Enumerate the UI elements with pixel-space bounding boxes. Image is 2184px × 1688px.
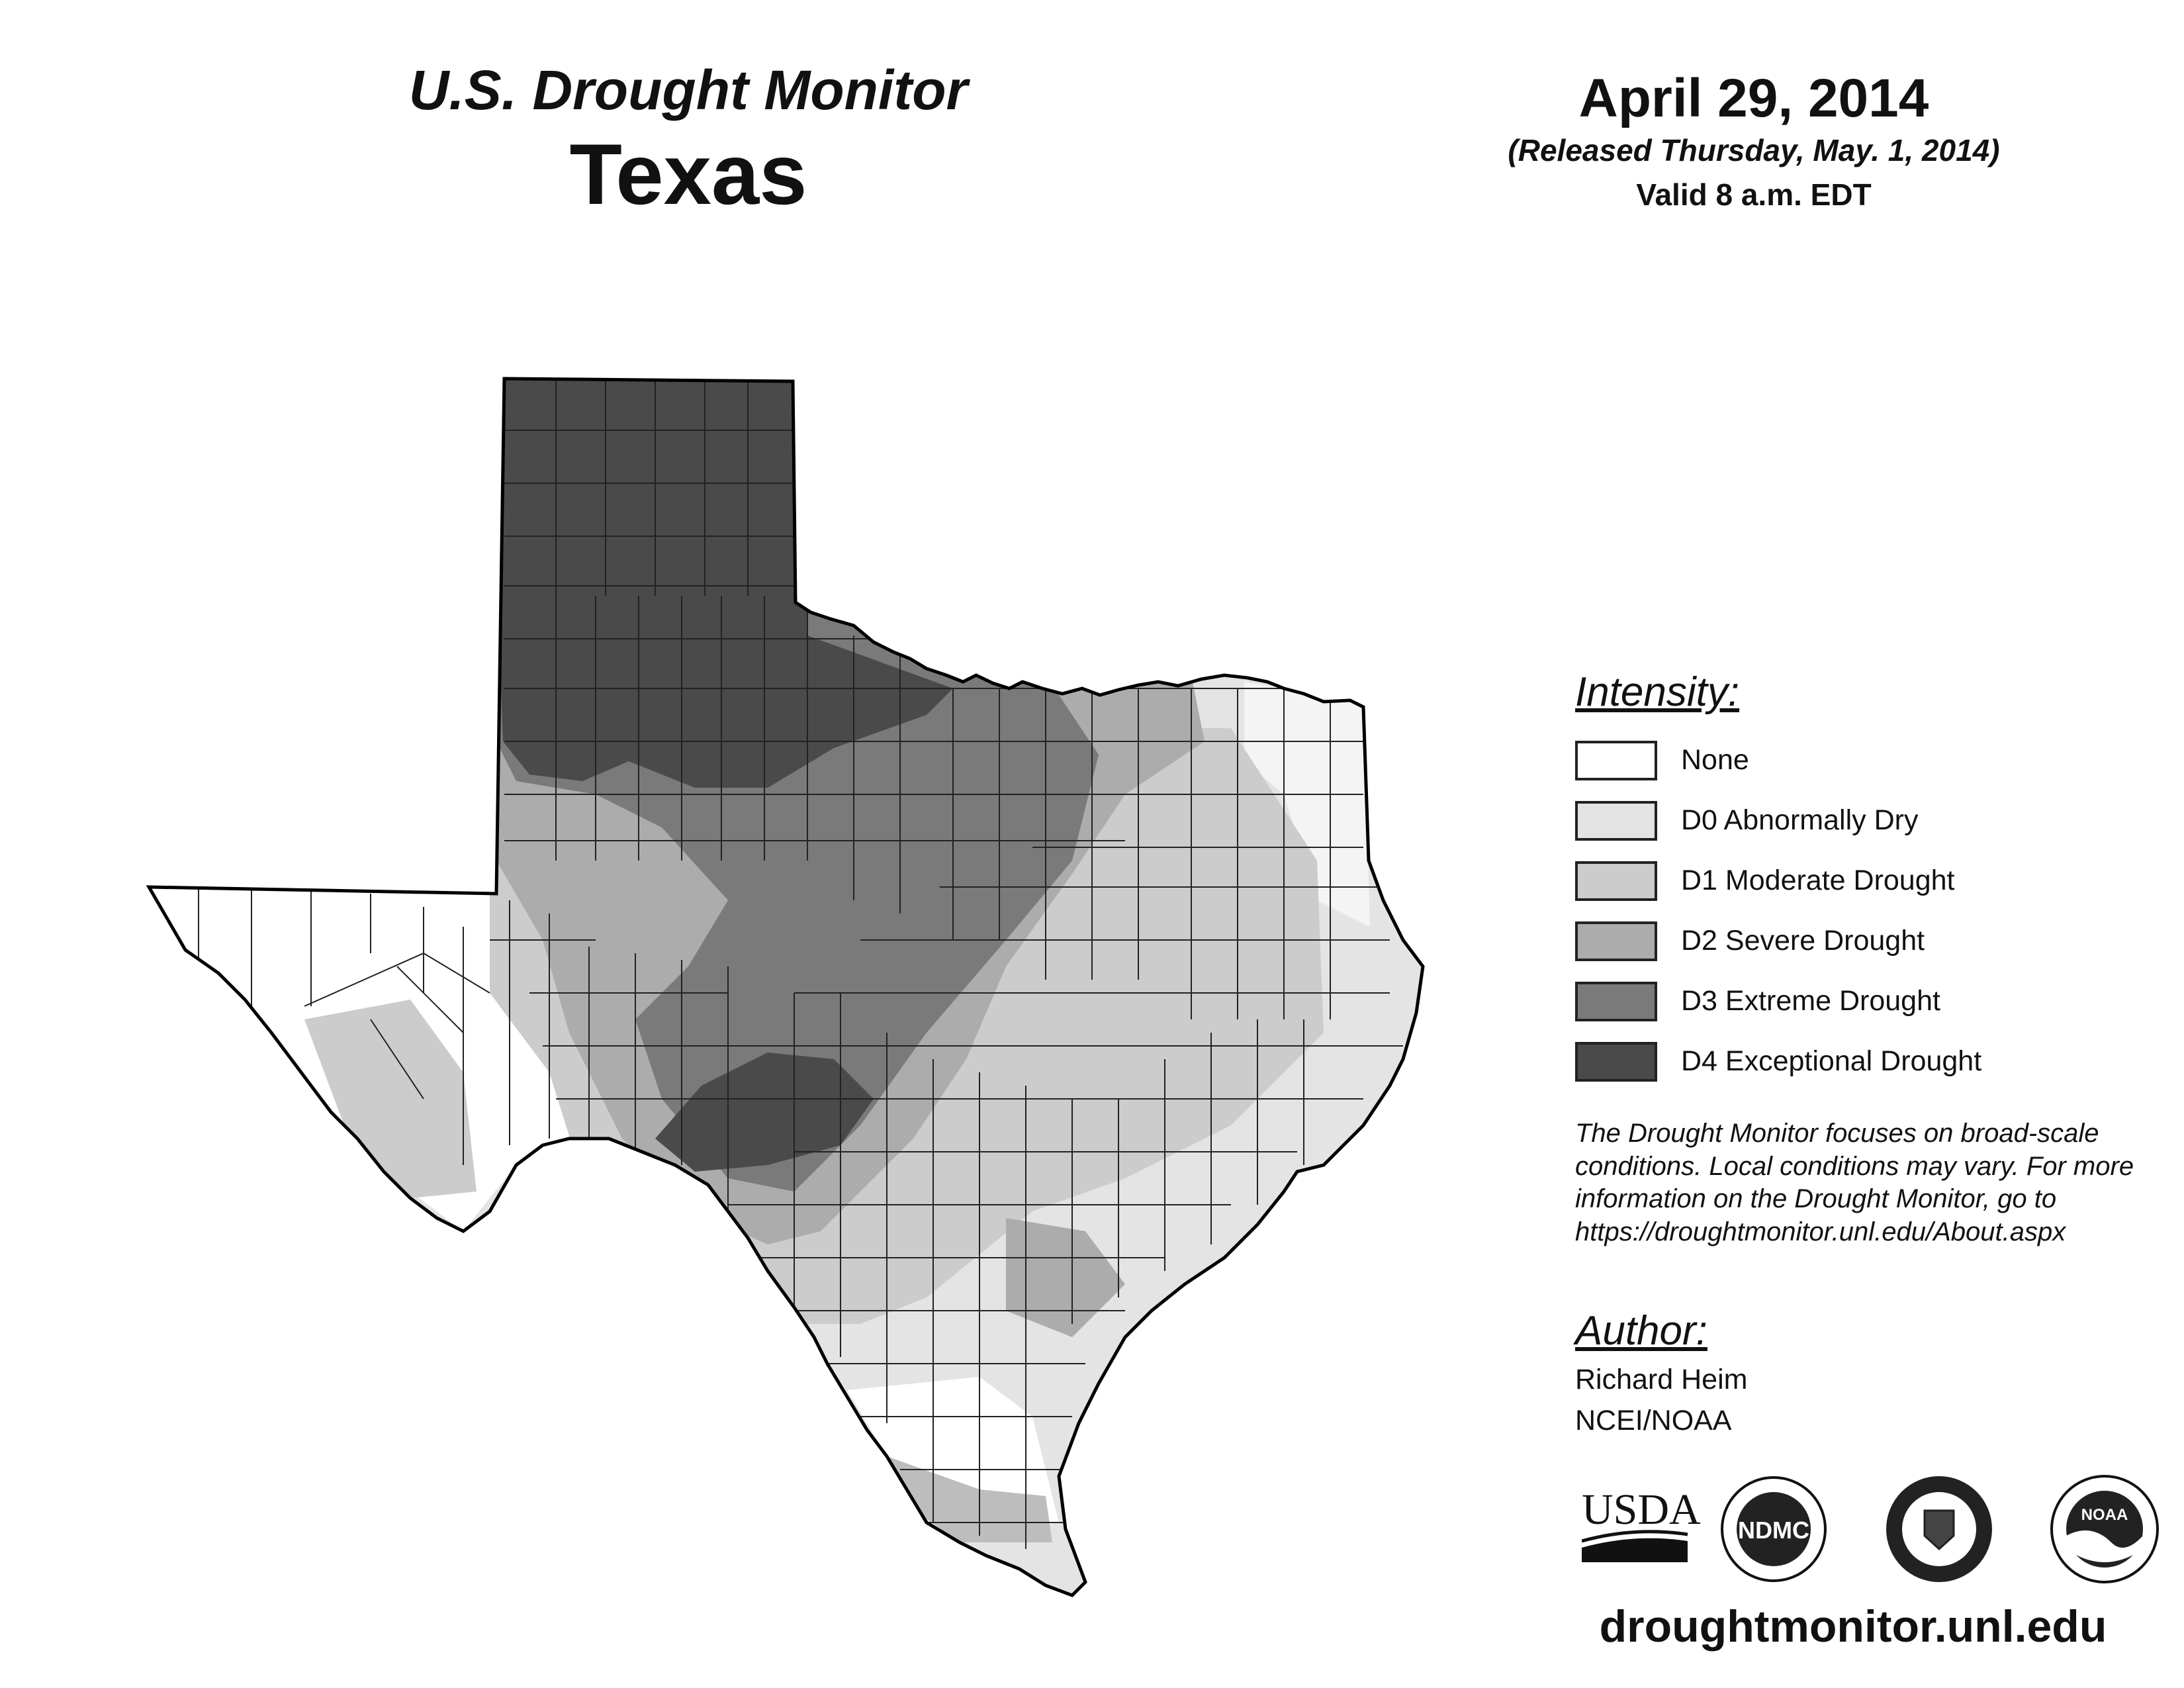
legend-item-d2: D2 Severe Drought	[1575, 911, 2158, 971]
county-boundaries	[198, 379, 1403, 1549]
legend-swatch-d4	[1575, 1041, 1657, 1082]
legend-item-d1: D1 Moderate Drought	[1575, 851, 2158, 911]
state-title: Texas	[569, 126, 807, 223]
legend-item-d0: D0 Abnormally Dry	[1575, 790, 2158, 851]
legend-item-d3: D3 Extreme Drought	[1575, 971, 2158, 1031]
d2-area-coastal-bend	[1006, 1218, 1125, 1337]
legend-swatch-none	[1575, 740, 1657, 780]
legend-label: D3 Extreme Drought	[1681, 985, 1940, 1017]
map-date: April 29, 2014	[1578, 68, 1929, 128]
author-org: NCEI/NOAA	[1575, 1405, 1732, 1436]
legend-swatch-d3	[1575, 981, 1657, 1021]
noaa-logo: NOAA	[2050, 1475, 2159, 1583]
usda-logo-field	[1582, 1538, 1688, 1562]
legend-label: D1 Moderate Drought	[1681, 865, 1955, 896]
texas-drought-map	[146, 377, 1425, 1597]
monitor-title: U.S. Drought Monitor	[408, 59, 968, 121]
legend: Intensity: None D0 Abnormally Dry D1 Mod…	[1575, 669, 2158, 1092]
commerce-seal	[1886, 1476, 1992, 1582]
release-note: (Released Thursday, May. 1, 2014)	[1508, 133, 2000, 168]
agency-logos: USDA NDMC NOAA	[1582, 1475, 2159, 1583]
ndmc-logo-center	[1737, 1492, 1811, 1566]
ndmc-logo-text: NDMC	[1738, 1517, 1809, 1544]
author-title: Author:	[1575, 1308, 1707, 1354]
valid-note: Valid 8 a.m. EDT	[1636, 177, 1872, 212]
legend-label: D2 Severe Drought	[1681, 925, 1925, 957]
legend-swatch-d2	[1575, 921, 1657, 961]
legend-label: None	[1681, 744, 1749, 776]
legend-swatch-d0	[1575, 800, 1657, 841]
disclaimer-text: The Drought Monitor focuses on broad-sca…	[1575, 1119, 2134, 1246]
legend-swatch-d1	[1575, 861, 1657, 901]
d1-area-valley	[887, 1456, 1052, 1542]
noaa-bird-icon	[2066, 1530, 2143, 1562]
usda-logo-stripe	[1582, 1530, 1688, 1543]
d4-area-south-central	[655, 1053, 874, 1172]
legend-title: Intensity:	[1575, 669, 1740, 715]
usda-logo: USDA	[1582, 1485, 1701, 1562]
ndmc-logo: NDMC	[1721, 1476, 1827, 1582]
commerce-seal-shield-icon	[1923, 1509, 1955, 1551]
noaa-logo-text: NOAA	[2081, 1506, 2128, 1524]
legend-item-d4: D4 Exceptional Drought	[1575, 1031, 2158, 1092]
drought-intensity-areas	[149, 379, 1423, 1595]
legend-label: D0 Abnormally Dry	[1681, 804, 1919, 836]
website-url: droughtmonitor.unl.edu	[1599, 1601, 2107, 1652]
map-header: U.S. Drought Monitor Texas	[384, 60, 993, 228]
texas-outline	[146, 377, 1425, 1597]
legend-item-none: None	[1575, 730, 2158, 790]
d0-area-northeast	[1244, 682, 1370, 927]
legend-label: D4 Exceptional Drought	[1681, 1045, 1982, 1077]
author-name: Richard Heim	[1575, 1364, 1748, 1395]
usda-logo-text: USDA	[1582, 1485, 1701, 1534]
date-block: April 29, 2014 (Released Thursday, May. …	[1443, 66, 2065, 220]
d1-area-big-bend	[304, 1000, 477, 1198]
